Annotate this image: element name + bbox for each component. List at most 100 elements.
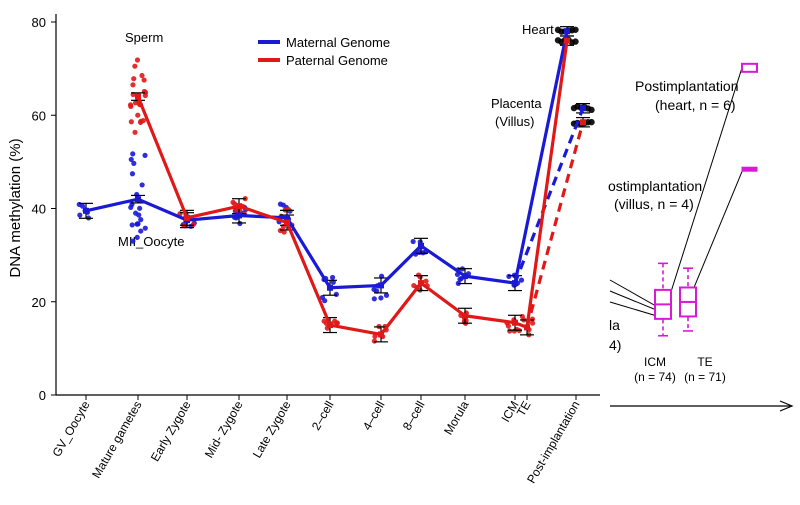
data-dot [127, 102, 134, 108]
series-point [284, 219, 290, 226]
inset-icm-n: (n = 74) [634, 370, 676, 384]
data-dot [134, 234, 140, 240]
data-dot [135, 112, 141, 118]
series-point [327, 284, 333, 291]
x-tick-label: 2–cell [309, 399, 337, 433]
x-tick-label: Late Zygote [250, 398, 294, 460]
data-dot [322, 298, 328, 304]
series-point [580, 105, 586, 112]
series-point [378, 282, 384, 289]
data-dot [321, 318, 327, 324]
series-markers [83, 28, 586, 338]
series-point [284, 214, 290, 221]
data-dot [233, 208, 240, 214]
series-point [462, 312, 468, 319]
inset-icm-label: ICM [644, 355, 666, 369]
inset-connector [689, 169, 744, 298]
data-dot [129, 222, 135, 228]
data-dot [410, 238, 416, 245]
annotation-mii-oocyte: MII_Oocyte [118, 234, 184, 249]
inset-te-label: TE [697, 355, 712, 369]
data-dot [142, 225, 148, 231]
series-point [418, 242, 424, 249]
data-dot [457, 276, 463, 282]
annotation-sperm: Sperm [125, 30, 163, 45]
series-point [135, 196, 141, 203]
y-tick-label: 0 [39, 388, 46, 403]
y-tick-label: 60 [32, 108, 46, 123]
inset-connector [666, 67, 743, 305]
data-dot [131, 76, 137, 82]
data-dot [137, 205, 143, 211]
x-tick-label: Post-implantation [524, 399, 582, 486]
data-dot [130, 82, 136, 88]
series-point [512, 319, 518, 326]
data-dot [423, 278, 429, 284]
series-point [83, 207, 89, 214]
y-tick-label: 80 [32, 15, 46, 30]
inset-te-n: (n = 71) [684, 370, 726, 384]
data-dot [128, 156, 134, 163]
data-dot [281, 229, 287, 235]
inset-arrow-head [779, 400, 794, 412]
data-dot [128, 119, 134, 125]
data-dot [133, 210, 139, 216]
data-dot [507, 328, 513, 334]
data-dot [142, 92, 148, 99]
data-dot [506, 273, 512, 280]
y-tick-label: 40 [32, 202, 46, 217]
data-dot [588, 118, 595, 126]
data-dot [141, 77, 147, 83]
data-dot [333, 291, 339, 297]
data-dot [371, 296, 377, 302]
inset-cut-la: la [609, 317, 620, 333]
series-point [462, 273, 468, 280]
legend-paternal-label: Paternal Genome [286, 53, 388, 68]
series-point [378, 331, 384, 338]
scatter-points [76, 26, 595, 344]
legend: Maternal Genome Paternal Genome [258, 35, 390, 68]
data-dot [79, 203, 86, 209]
series-point [236, 203, 242, 210]
inset-cut-4: 4) [609, 337, 621, 353]
data-dot [371, 338, 377, 344]
series-point [564, 28, 570, 35]
inset-post-villus-label-1: ostimplantation [608, 178, 702, 194]
data-dot [132, 100, 139, 106]
inset-post-heart-label-1: Postimplantation [635, 78, 739, 94]
data-dot [130, 238, 136, 244]
x-tick-label: 8–cell [400, 399, 428, 433]
data-dot [383, 292, 390, 298]
data-dot [138, 228, 144, 234]
series-line-paternal-genome [136, 40, 569, 336]
inset-post-villus-label-2: (villus, n = 4) [614, 196, 694, 212]
data-dot [190, 221, 197, 228]
data-dot [329, 274, 336, 281]
inset-boxes [654, 62, 758, 337]
data-dot [139, 72, 145, 79]
data-dot [529, 320, 536, 326]
series-line-placenta-branch [513, 107, 585, 284]
data-dot [132, 63, 138, 69]
data-dot [505, 323, 512, 329]
data-dot [142, 152, 148, 158]
data-dot [572, 38, 579, 45]
data-dot [138, 217, 144, 223]
series-point [564, 37, 570, 44]
annotation-villus: (Villus) [495, 114, 535, 129]
x-tick-label: Morula [441, 398, 472, 437]
main-axes: DNA methylation (%) [7, 14, 600, 396]
inset-post-heart-label-2: (heart, n = 6) [655, 97, 736, 113]
y-ticks: 0 20 40 60 80 [32, 15, 56, 403]
x-tick-label: 4–cell [360, 399, 388, 433]
series-point [524, 324, 530, 331]
data-dot [134, 221, 141, 227]
data-dot [518, 277, 525, 283]
data-dot [572, 26, 579, 33]
series-line-placenta-branch [525, 121, 585, 328]
data-dot [128, 204, 134, 210]
series-point [184, 214, 190, 221]
inset-panel: Postimplantation (heart, n = 6) ostimpla… [608, 62, 794, 412]
series-point [135, 93, 141, 100]
